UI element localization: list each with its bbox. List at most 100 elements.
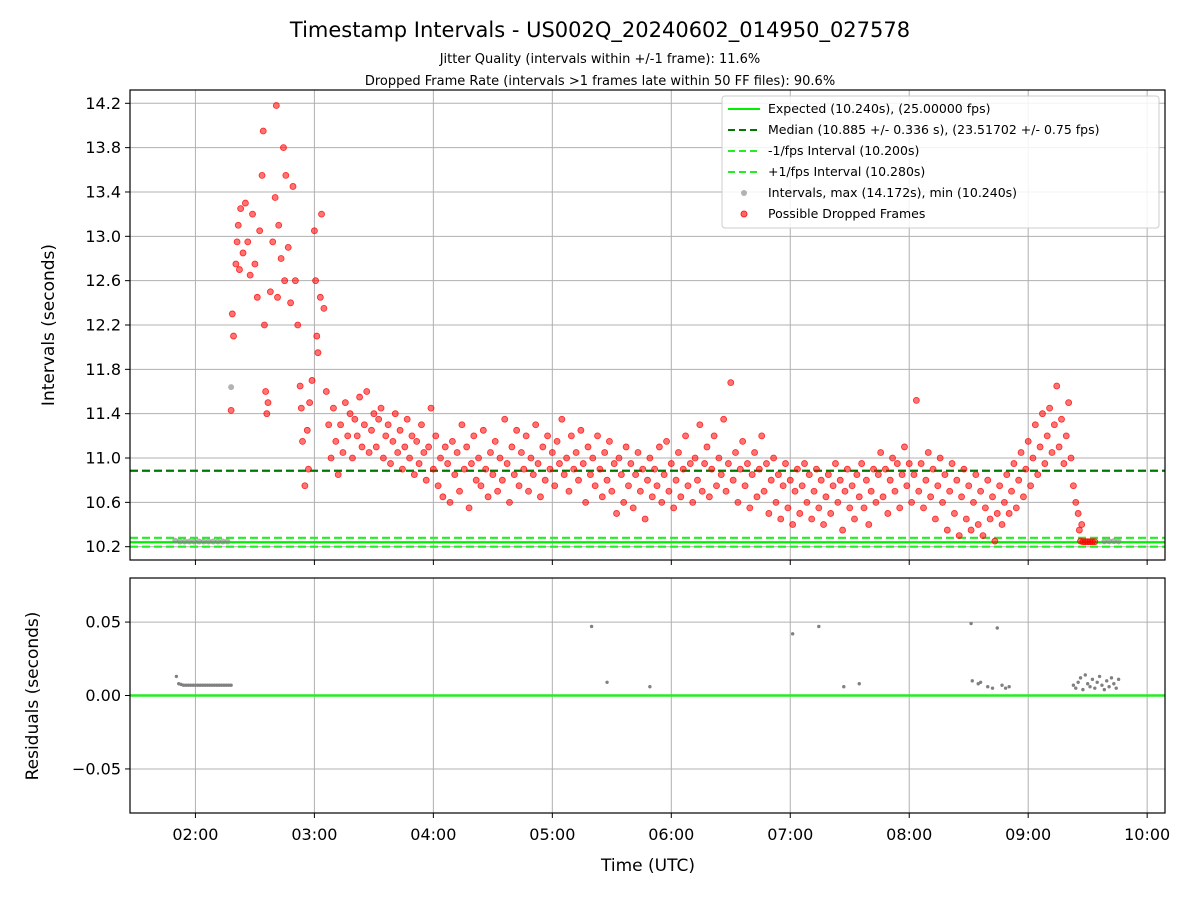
dropped-frame-point [453, 449, 461, 456]
dropped-frame-point [444, 460, 452, 467]
dropped-frame-point [953, 476, 961, 484]
dropped-frame-point [972, 471, 980, 479]
x-tick-label: 07:00 [767, 825, 813, 844]
dropped-frame-point [653, 482, 661, 490]
dropped-frame-point [789, 521, 797, 528]
y-tick-label: 13.4 [85, 182, 121, 201]
dropped-frame-point [1053, 382, 1061, 390]
dropped-frame-point [808, 515, 816, 523]
x-tick-label: 04:00 [410, 825, 456, 844]
dropped-frame-point [817, 476, 825, 484]
residual-point [1100, 683, 1104, 687]
dropped-frame-point [910, 471, 918, 479]
dropped-frame-point [832, 460, 839, 467]
dropped-frame-point [387, 460, 394, 467]
legend-median-label: Median (10.885 +/- 0.336 s), (23.51702 +… [768, 122, 1099, 137]
dropped-frame-point [575, 476, 582, 484]
dropped-frame-point [314, 349, 322, 357]
dropped-frame-point [729, 476, 737, 484]
dropped-frame-point [465, 504, 473, 512]
dropped-frame-point [1015, 476, 1023, 484]
residual-point [986, 684, 990, 689]
dropped-frame-point [839, 526, 847, 534]
y-tick-label: 0.00 [85, 686, 121, 705]
y-tick-label: 13.0 [85, 227, 121, 246]
dropped-frame-point [748, 471, 756, 479]
dropped-frame-point [684, 482, 692, 490]
dropped-frame-point [777, 515, 785, 523]
dropped-frame-point [879, 493, 887, 501]
interval-point [186, 538, 193, 545]
dropped-frame-point [784, 504, 792, 512]
dropped-frame-point [834, 498, 842, 506]
residual-point [1116, 677, 1121, 682]
y-tick-label: 13.8 [85, 138, 121, 157]
dropped-frame-point [891, 487, 899, 495]
dropped-frame-point [877, 449, 885, 456]
dropped-frame-point [822, 493, 830, 501]
x-tick-label: 05:00 [529, 825, 575, 844]
dropped-frame-point [312, 277, 319, 285]
residual-point [1088, 684, 1092, 689]
dropped-frame-point [418, 421, 425, 429]
dropped-frame-point [713, 482, 720, 490]
dropped-frame-point [291, 277, 299, 285]
dropped-frame-point [682, 432, 689, 440]
dropped-frame-point [908, 498, 916, 506]
dropped-frame-point [318, 210, 325, 218]
y-tick-label: 0.05 [85, 613, 121, 632]
dropped-frame-point [1065, 399, 1073, 406]
dropped-frame-point [862, 476, 870, 484]
dropped-frame-point [598, 493, 606, 501]
dropped-frame-point [489, 471, 497, 479]
dropped-frame-point [456, 487, 463, 495]
dropped-frame-point [266, 288, 274, 296]
dropped-frame-point [572, 449, 580, 456]
dropped-frame-point [1008, 487, 1015, 495]
residual-point [229, 683, 233, 687]
dropped-frame-point [330, 404, 337, 412]
dropped-frame-point [1036, 443, 1044, 451]
dropped-frame-point [399, 465, 406, 473]
dropped-frame-point [451, 471, 459, 479]
dropped-frame-point [391, 410, 399, 418]
dropped-frame-point [303, 426, 311, 434]
dropped-frame-point [591, 482, 599, 490]
dropped-frame-point [874, 471, 882, 479]
dropped-frame-point [284, 244, 292, 251]
dropped-frame-point [294, 321, 302, 329]
dropped-frame-point [258, 171, 266, 179]
dropped-frame-point [498, 476, 506, 484]
dropped-frame-point [763, 460, 770, 467]
dropped-frame-point [522, 432, 530, 440]
dropped-frame-point [796, 510, 804, 517]
dropped-frame-point [565, 487, 573, 495]
dropped-frame-point [927, 493, 935, 501]
dropped-frame-point [339, 449, 347, 456]
dropped-frame-point [296, 382, 304, 390]
dropped-frame-point [534, 460, 542, 467]
dropped-frame-point [368, 426, 375, 434]
dropped-frame-point [363, 388, 371, 395]
dropped-frame-point [253, 293, 261, 301]
dropped-frame-point [741, 482, 749, 490]
dropped-frame-point [546, 465, 554, 473]
dropped-frame-point [479, 426, 487, 434]
dropped-frame-point [803, 498, 811, 506]
dropped-frame-point [413, 437, 421, 445]
dropped-frame-point [979, 532, 987, 540]
dropped-frame-point [334, 471, 342, 479]
dropped-frame-point [705, 493, 713, 501]
dropped-frame-point [739, 437, 747, 445]
intervals-grid [130, 90, 1165, 560]
residual-point [970, 679, 974, 683]
dropped-frame-point [629, 504, 637, 512]
dropped-frame-point [622, 443, 630, 451]
residuals-panel: −0.050.000.05 02:00 03:00 04:00 05:00 06:00 0… [23, 577, 1170, 876]
dropped-frame-point [734, 498, 742, 506]
dropped-frame-point [675, 449, 682, 456]
dropped-frame-point [836, 476, 844, 484]
dropped-frame-point [991, 537, 999, 545]
residual-points [174, 621, 1121, 692]
dropped-frame-point [601, 449, 609, 456]
